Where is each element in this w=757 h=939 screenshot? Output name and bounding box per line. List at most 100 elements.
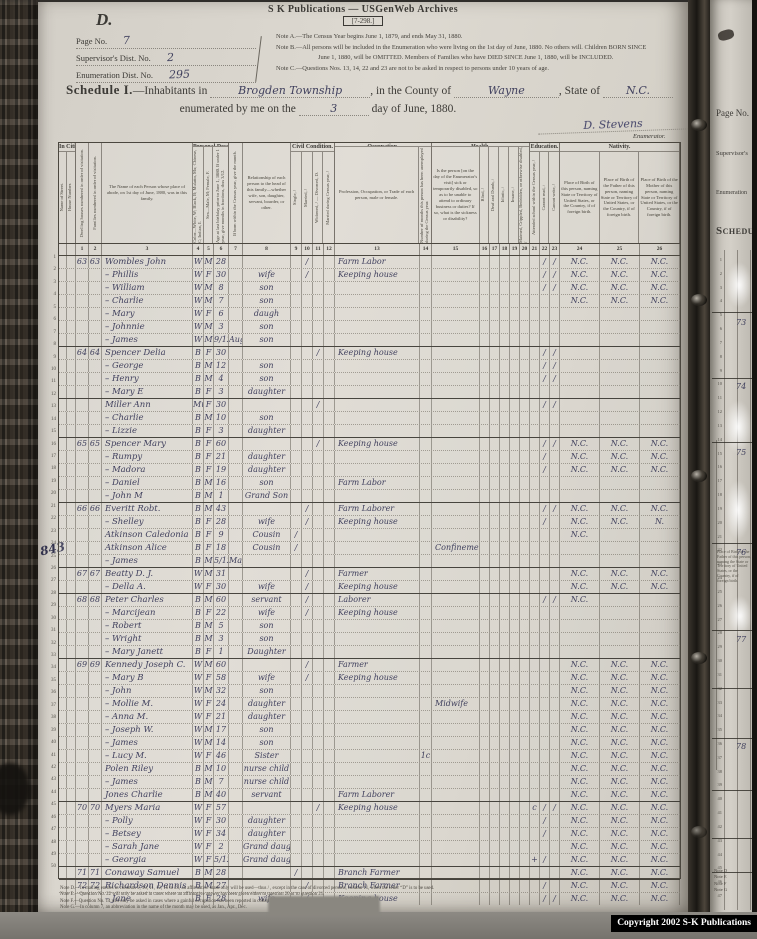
cell xyxy=(313,321,324,333)
cell: M xyxy=(204,373,214,385)
column-group-columns: Is the person [on the day of the Enumera… xyxy=(432,147,529,243)
cell xyxy=(291,269,302,281)
column-header-label: Number of months this person has been un… xyxy=(420,148,430,243)
cell xyxy=(243,438,291,450)
cell xyxy=(540,477,550,489)
column-header-5: Sex—Male, M; Female, F. xyxy=(204,147,214,243)
line-number: 25 xyxy=(51,553,56,559)
cell xyxy=(500,867,510,879)
column-number: 22 xyxy=(540,244,550,255)
cell xyxy=(59,347,67,359)
cell xyxy=(550,620,560,632)
cell: 24 xyxy=(214,698,229,710)
cell xyxy=(510,763,520,775)
table-row: – Robert B M 5 son xyxy=(59,620,680,633)
cell: / xyxy=(302,516,313,528)
cell xyxy=(550,659,560,671)
cell: Keeping house xyxy=(335,516,420,528)
cell: N.C. xyxy=(600,724,640,736)
cell xyxy=(510,620,520,632)
cell: N.C. xyxy=(560,438,600,450)
next-line-number: 36 xyxy=(717,740,723,746)
cell: / xyxy=(540,360,550,372)
cell xyxy=(530,724,540,736)
cell xyxy=(67,893,76,905)
cell xyxy=(560,620,600,632)
cell xyxy=(510,841,520,853)
table-row: – Joseph W. W M 17 son N.C. N.C. N.C. xyxy=(59,724,680,737)
cell xyxy=(89,529,102,541)
cell xyxy=(67,503,76,515)
cell: / xyxy=(302,594,313,606)
cell xyxy=(229,854,243,866)
cell: 63 xyxy=(89,256,102,268)
cell xyxy=(59,529,67,541)
cell xyxy=(67,282,76,294)
cell: daughter xyxy=(243,711,291,723)
cell xyxy=(335,724,420,736)
cell xyxy=(324,789,335,801)
cell xyxy=(640,529,680,541)
line-number: 40 xyxy=(51,740,56,746)
cell: 69 xyxy=(76,659,89,671)
cell xyxy=(500,451,510,463)
cell xyxy=(600,308,640,320)
cell: N.C. xyxy=(600,867,640,879)
cell xyxy=(600,334,640,346)
cell xyxy=(500,256,510,268)
cell: F xyxy=(204,802,214,814)
cell xyxy=(89,789,102,801)
next-line-number: 35 xyxy=(717,727,723,733)
cell xyxy=(510,412,520,424)
cell xyxy=(432,841,480,853)
cell xyxy=(302,282,313,294)
line-number: 4 xyxy=(53,292,57,298)
cell: N.C. xyxy=(640,581,680,593)
cell: 63 xyxy=(76,256,89,268)
cell xyxy=(291,581,302,593)
column-number: 24 xyxy=(560,244,600,255)
cell xyxy=(420,607,432,619)
cell xyxy=(490,256,500,268)
cell: Mu xyxy=(193,399,204,411)
column-number: 14 xyxy=(420,244,432,255)
cell: 64 xyxy=(76,347,89,359)
cell xyxy=(600,425,640,437)
cell xyxy=(302,711,313,723)
cell: N.C. xyxy=(560,672,600,684)
cell xyxy=(480,776,490,788)
cell xyxy=(500,750,510,762)
cell xyxy=(59,724,67,736)
cell xyxy=(420,789,432,801)
cell xyxy=(490,685,500,697)
cell xyxy=(500,724,510,736)
cell xyxy=(432,399,480,411)
cell: N.C. xyxy=(600,776,640,788)
cell: daughter xyxy=(243,451,291,463)
cell xyxy=(291,737,302,749)
line-number: 32 xyxy=(51,640,56,646)
cell: F xyxy=(204,750,214,762)
line-number: 20 xyxy=(51,491,56,497)
cell xyxy=(550,711,560,723)
cell xyxy=(89,854,102,866)
table-row: 69 69 Kennedy Joseph C. W M 60/Farmer N.C. N.C.… xyxy=(59,659,680,672)
cell xyxy=(490,438,500,450)
table-row: – John W M 32 son N.C. N.C. N.C. xyxy=(59,685,680,698)
next-page-heavy-rule xyxy=(712,543,752,544)
cell: daughter xyxy=(243,425,291,437)
cell xyxy=(500,269,510,281)
cell xyxy=(432,321,480,333)
cell xyxy=(302,464,313,476)
cell xyxy=(313,451,324,463)
cell xyxy=(420,711,432,723)
cell xyxy=(640,386,680,398)
cell: M xyxy=(204,503,214,515)
cell xyxy=(229,893,243,905)
cell xyxy=(432,386,480,398)
cell: N.C. xyxy=(560,594,600,606)
cell xyxy=(335,308,420,320)
column-number: 2 xyxy=(89,244,102,255)
line-number: 35 xyxy=(51,677,56,683)
cell xyxy=(510,373,520,385)
